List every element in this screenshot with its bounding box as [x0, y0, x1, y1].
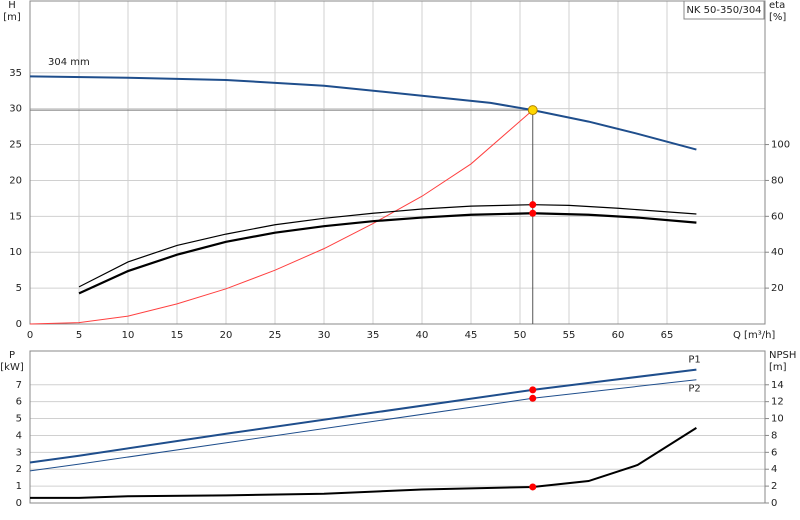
y2-tick-label: 12: [771, 397, 784, 408]
y2-tick-label: 4: [771, 464, 777, 475]
x-tick-label: 0: [27, 330, 33, 341]
y-tick-label: 2: [16, 464, 22, 475]
y2-axis-unit: [m]: [769, 362, 787, 373]
y-tick-label: 5: [16, 283, 22, 294]
y-tick-label: 30: [9, 104, 22, 115]
y-tick-label: 1: [16, 481, 22, 492]
series-label: P1: [688, 355, 700, 366]
y-tick-label: 3: [16, 447, 22, 458]
x-tick-label: 25: [269, 330, 282, 341]
y-tick-label: 6: [16, 397, 22, 408]
operating-point: [529, 483, 537, 491]
y-tick-label: 35: [9, 68, 22, 79]
y-tick-label: 5: [16, 414, 22, 425]
x-axis-label: Q [m³/h]: [733, 330, 775, 341]
x-tick-label: 10: [122, 330, 135, 341]
y2-axis-label: eta: [769, 0, 785, 11]
y2-tick-label: 100: [771, 140, 790, 151]
series-line: [78, 212, 697, 295]
operating-point: [529, 394, 537, 402]
y-tick-label: 0: [16, 319, 22, 330]
y-tick-label: 25: [9, 140, 22, 151]
y2-tick-label: 8: [771, 430, 777, 441]
y2-tick-label: 0: [771, 498, 777, 509]
x-tick-label: 60: [612, 330, 625, 341]
operating-point: [529, 209, 537, 217]
series-label: P2: [688, 384, 700, 395]
y2-tick-label: 40: [771, 247, 784, 258]
x-tick-label: 45: [465, 330, 478, 341]
chart-title: NK 50-350/304: [686, 5, 761, 16]
y-axis-label: H: [8, 0, 16, 11]
series-line: [29, 75, 697, 151]
x-tick-label: 15: [171, 330, 184, 341]
series-line: [29, 379, 697, 472]
annotation: 304 mm: [48, 57, 90, 68]
title-box: [683, 0, 765, 20]
x-tick-label: 35: [367, 330, 380, 341]
x-tick-label: 30: [318, 330, 331, 341]
y-tick-label: 10: [9, 247, 22, 258]
y2-tick-label: 2: [771, 481, 777, 492]
x-tick-label: 55: [563, 330, 576, 341]
y-tick-label: 7: [16, 380, 22, 391]
operating-point: [529, 201, 537, 209]
x-tick-label: 50: [514, 330, 527, 341]
y-axis-unit: [kW]: [0, 362, 24, 373]
x-tick-label: 20: [220, 330, 233, 341]
x-tick-label: 5: [76, 330, 82, 341]
series-line: [29, 109, 534, 325]
y-axis-unit: [m]: [3, 12, 21, 23]
y2-tick-label: 80: [771, 175, 784, 186]
y2-tick-label: 60: [771, 211, 784, 222]
y2-tick-label: 10: [771, 414, 784, 425]
y2-tick-label: 20: [771, 283, 784, 294]
x-tick-label: 65: [661, 330, 674, 341]
y2-tick-label: 6: [771, 447, 777, 458]
y-tick-label: 4: [16, 430, 22, 441]
y-tick-label: 0: [16, 498, 22, 509]
series-line: [30, 426, 697, 499]
operating-point: [527, 105, 538, 116]
y2-tick-label: 14: [771, 380, 784, 391]
y2-axis-label: NPSH: [769, 350, 796, 361]
y-tick-label: 20: [9, 175, 22, 186]
y-axis-label: P: [9, 350, 15, 361]
y2-axis-unit: [%]: [769, 12, 786, 23]
series-line: [29, 368, 697, 464]
series-line: [78, 204, 697, 288]
plot-frame: [29, 350, 766, 504]
plot-frame: [29, 0, 766, 325]
x-tick-label: 40: [416, 330, 429, 341]
y-tick-label: 15: [9, 211, 22, 222]
operating-point: [529, 386, 537, 394]
